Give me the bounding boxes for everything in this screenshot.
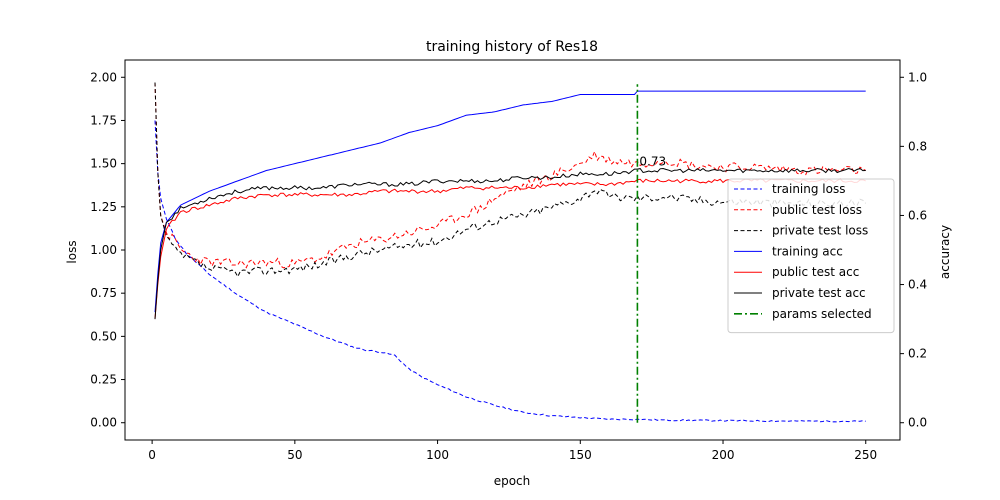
series-line-public-test-loss: [154, 82, 866, 269]
y-tick-label: 0.00: [90, 416, 117, 430]
legend-entry: params selected: [772, 307, 872, 321]
legend-entry: training loss: [772, 182, 845, 196]
y-tick-label: 0.75: [90, 286, 117, 300]
x-tick-label: 0: [148, 448, 156, 462]
x-tick-label: 100: [426, 448, 449, 462]
x-tick-label: 250: [854, 448, 877, 462]
chart-title: training history of Res18: [426, 39, 598, 55]
series-layer: [154, 82, 867, 423]
y2-tick-label: 0.6: [908, 208, 927, 222]
y2-tick-label: 0.8: [908, 139, 927, 153]
y2-tick-label: 0.4: [908, 278, 927, 292]
legend-entry: public test loss: [772, 203, 862, 217]
annotations: 0.73: [639, 155, 666, 169]
y-tick-label: 0.25: [90, 373, 117, 387]
y-tick-label: 1.00: [90, 243, 117, 257]
y-tick-label: 1.50: [90, 157, 117, 171]
legend-box: [727, 178, 895, 334]
y-tick-label: 2.00: [90, 70, 117, 84]
y2-tick-label: 0.2: [908, 347, 927, 361]
legend-entry: training acc: [772, 244, 843, 258]
legend-entry: private test acc: [772, 286, 866, 300]
left-y-axis-ticks: 0.00 0.25 0.50 0.75 1.00 1.25 1.50 1.75 2.00: [90, 70, 125, 430]
y-tick-label: 1.25: [90, 200, 117, 214]
series-line-training-acc: [154, 90, 866, 313]
x-axis-ticks: 0 50 100 150 200 250: [148, 440, 877, 462]
y2-tick-label: 1.0: [908, 70, 927, 84]
x-tick-label: 50: [287, 448, 302, 462]
right-y-axis-ticks: 0.0 0.2 0.4 0.6 0.8 1.0: [900, 70, 927, 430]
y-tick-label: 0.50: [90, 329, 117, 343]
annotation-label: 0.73: [639, 155, 666, 169]
legend-entry: private test loss: [772, 224, 868, 238]
x-axis-label: epoch: [494, 474, 531, 488]
y-axis-label: loss: [65, 240, 79, 263]
legend-entry: public test acc: [772, 265, 859, 279]
legend: training loss public test loss private tes…: [727, 178, 895, 334]
series-line-private-test-acc: [154, 167, 866, 320]
y2-axis-label: accuracy: [938, 225, 952, 279]
series-line-private-test-loss: [154, 82, 867, 278]
y-tick-label: 1.75: [90, 113, 117, 127]
y2-tick-label: 0.0: [908, 416, 927, 430]
x-tick-label: 150: [569, 448, 592, 462]
series-line-training-loss: [154, 120, 866, 423]
x-tick-label: 200: [712, 448, 735, 462]
